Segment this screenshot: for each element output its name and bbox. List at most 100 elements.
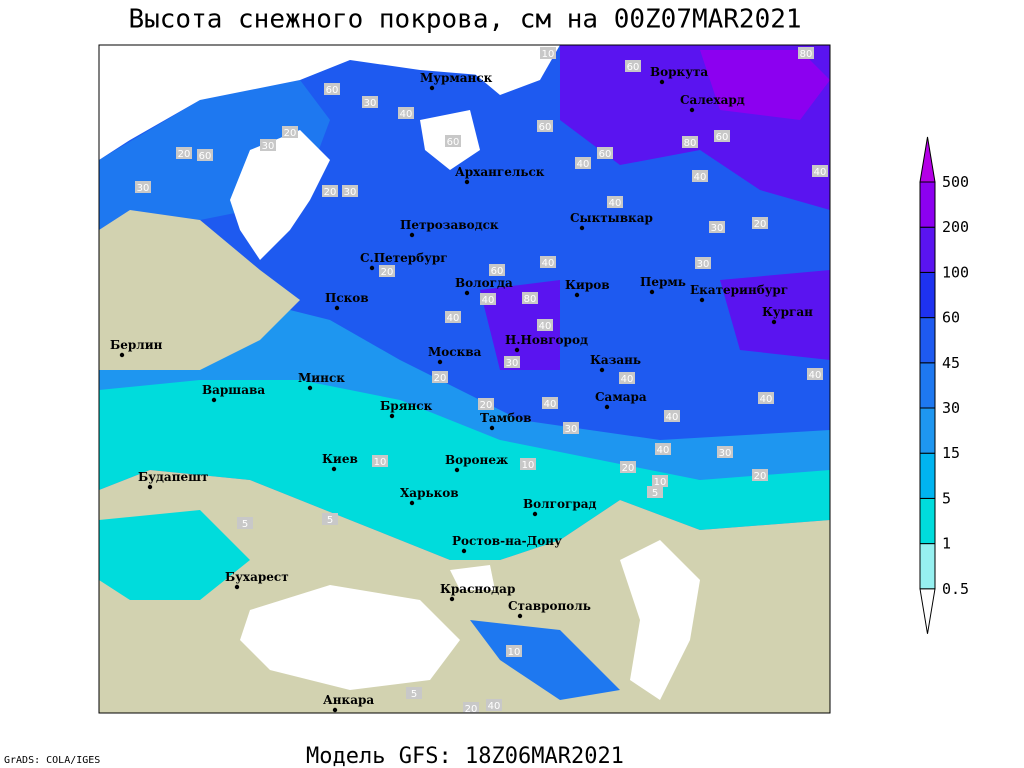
city-dot [771,319,777,325]
contour-label-box [406,687,422,699]
city-label: Киров [565,278,610,292]
contour-label-box [478,398,494,410]
contour-label: 5 [411,689,417,700]
city-label: Сыктывкар [570,211,653,225]
contour-label-box [758,392,774,404]
contour-label-box [655,443,671,455]
contour-label-box [489,264,505,276]
city-dot [449,596,455,602]
city-dot [699,297,705,303]
city-label: Волгоград [523,497,596,511]
contour-label: 10 [654,477,667,488]
contour-label: 20 [284,128,297,139]
colorbar-box [919,497,936,545]
contour-label: 30 [697,259,710,270]
city-dot [489,425,495,431]
colorbar-box [919,271,936,319]
contour-label: 10 [542,49,555,60]
contour-label: 30 [262,141,275,152]
contour-label: 40 [657,445,670,456]
contour-label: 60 [599,149,612,160]
contour-label-box [537,319,553,331]
contour-label-box [362,96,378,108]
city-dot [331,466,337,472]
colorbar-label: 0.5 [942,580,969,598]
contour-label-box [692,170,708,182]
contour-label: 80 [684,138,697,149]
city-dot [579,225,585,231]
contour-label-box [135,181,151,193]
city-label: Краснодар [440,582,515,596]
contour-label: 30 [137,183,150,194]
colorbar-label: 200 [942,218,969,236]
city-dot [409,232,415,238]
city-label: Курган [762,305,813,319]
city-label: Ростов-на-Дону [452,534,562,548]
contour-label: 10 [508,647,521,658]
colorbar-cap [919,588,936,634]
contour-label: 20 [465,704,478,715]
colorbar-box [919,226,936,273]
contour-label: 5 [652,488,658,499]
contour-label: 30 [344,187,357,198]
city-label: Мурманск [420,71,493,85]
contour-label-box [537,120,553,132]
contour-label: 30 [711,223,724,234]
contour-label: 20 [754,219,767,230]
contour-label: 20 [622,463,635,474]
colorbar-box [919,543,936,590]
city-label: Киев [322,452,358,466]
contour-label-box [717,446,733,458]
contour-label-box [575,157,591,169]
city-dot [119,352,125,358]
contour-label-box [504,356,520,368]
colorbar-label: 500 [942,173,969,191]
city-dot [532,511,538,517]
contour-label-box [506,645,522,657]
city-dot [234,584,240,590]
contour-label-box [342,185,358,197]
colorbar-box [919,407,936,454]
contour-label-box [197,149,213,161]
contour-label-box [563,422,579,434]
contour-label: 30 [506,358,519,369]
city-dot [689,107,695,113]
contour-label: 20 [434,373,447,384]
contour-label: 20 [324,187,337,198]
colorbar-box [919,317,936,364]
city-label: Вологда [455,276,513,290]
city-dot [147,484,153,490]
contour-label: 40 [488,701,501,712]
contour-label-box [647,486,663,498]
contour-label-box [695,257,711,269]
city-dot [514,347,520,353]
contour-label: 30 [719,448,732,459]
contour-label: 60 [716,132,729,143]
contour-label: 60 [326,85,339,96]
contour-label: 30 [364,98,377,109]
contour-label: 20 [178,149,191,160]
contour-label-box [807,368,823,380]
city-dot [517,613,523,619]
contour-label-box [597,147,613,159]
colorbar-cap [919,136,936,183]
credit: GrADS: COLA/IGES [4,755,100,766]
contour-label: 40 [694,172,707,183]
city-dot [437,359,443,365]
contour-label-box [486,699,502,711]
contour-label: 40 [482,295,495,306]
city-dot [604,404,610,410]
map: 10 60 80 60 30 40 20 60 60 40 60 80 60 30 20 60 40 40 30 20… [99,45,830,715]
contour-label: 10 [522,460,535,471]
map-frame [98,44,831,714]
city-label: Псков [325,291,369,305]
colorbar-label: 45 [942,354,960,372]
colorbar-label: 100 [942,263,969,281]
city-label: Екатеринбург [690,283,788,297]
contour-label-box [445,135,461,147]
contour-label: 60 [539,122,552,133]
contour-label-box [625,60,641,72]
colorbar-label: 15 [942,444,960,462]
